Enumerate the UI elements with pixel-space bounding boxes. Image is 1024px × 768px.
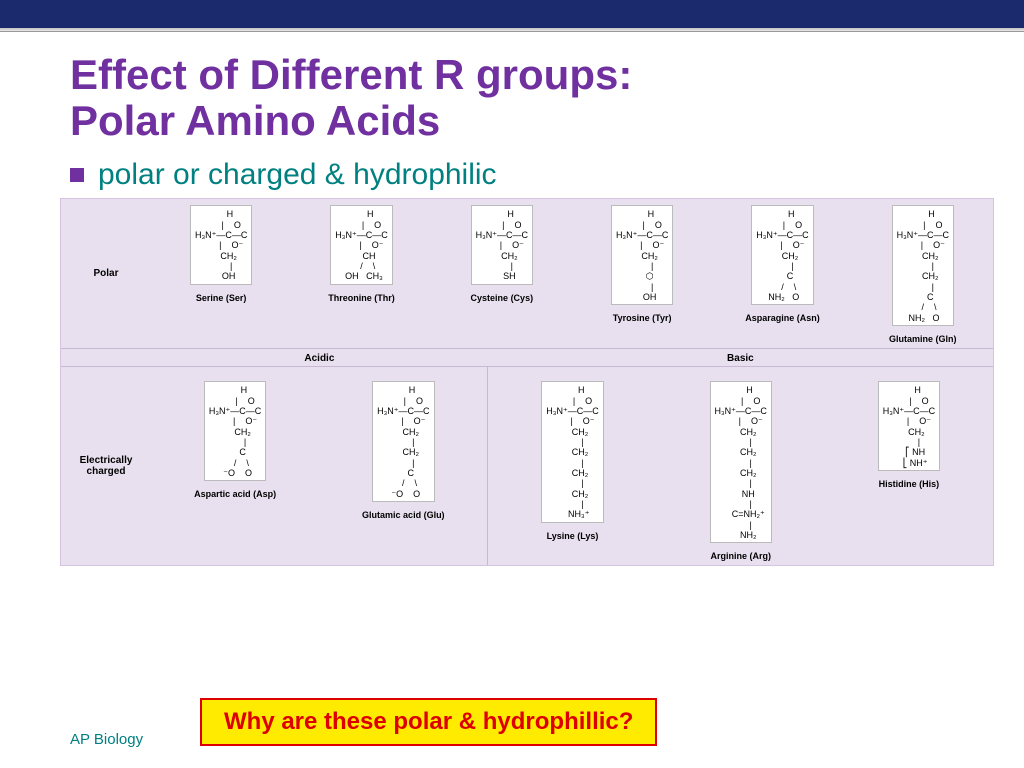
amino-cell: H | O H₃N⁺—C—C | O⁻ CH₂ | SH Cysteine (Cy… [432,199,572,348]
amino-name: Lysine (Lys) [490,531,654,541]
amino-name: Serine (Ser) [153,293,289,303]
structure-box: H | O H₃N⁺—C—C | O⁻ CH₂ | OH [190,205,252,284]
header-acidic: Acidic [151,353,488,364]
row-polar: Polar H | O H₃N⁺—C—C | O⁻ CH₂ | OH Serine… [61,199,993,349]
structure-box: H | O H₃N⁺—C—C | O⁻ CH₂ | ⬡ | OH [611,205,673,305]
structure-box: H | O H₃N⁺—C—C | O⁻ CH₂ | CH₂ | CH₂ | NH… [710,381,772,543]
top-bar [0,0,1024,28]
slide-content: Effect of Different R groups: Polar Amin… [0,32,1024,566]
amino-name: Tyrosine (Tyr) [574,313,710,323]
amino-name: Histidine (His) [827,479,991,489]
question-text: Why are these polar & hydrophillic? [224,708,633,735]
brace-icon: ⏜⏜⏜ [659,373,823,379]
title-line-2: Polar Amino Acids [70,98,974,144]
amino-name: Glutamic acid (Glu) [321,510,485,520]
bullet-row: polar or charged & hydrophilic [70,158,974,192]
brace-icon: ⏜⏜⏜ [490,373,654,379]
structure-box: H | O H₃N⁺—C—C | O⁻ CH₂ | CH₂ | CH₂ | CH… [541,381,603,522]
brace-icon: ⏜⏜⏜ [827,373,991,379]
bullet-text: polar or charged & hydrophilic [98,158,497,192]
bullet-square-icon [70,168,84,182]
amino-cell: ⏜⏜⏜ H | O H₃N⁺—C—C | O⁻ CH₂ | CH₂ | CH₂ … [657,367,825,565]
amino-name: Aspartic acid (Asp) [153,489,317,499]
row-label-charged: Electrically charged [61,367,151,565]
amino-acid-chart: Polar H | O H₃N⁺—C—C | O⁻ CH₂ | OH Serine… [60,198,994,566]
question-callout: Why are these polar & hydrophillic? [200,698,657,746]
amino-cell: H | O H₃N⁺—C—C | O⁻ CH₂ | ⬡ | OH Tyrosine… [572,199,712,348]
amino-name: Arginine (Arg) [659,551,823,561]
amino-cell: ⏜⏜⏜ H | O H₃N⁺—C—C | O⁻ CH₂ | ⎡ NH ⎣ NH⁺… [825,367,993,565]
amino-cell: ⏜⏜ H | O H₃N⁺—C—C | O⁻ CH₂ | CH₂ | C / \… [319,367,487,565]
brace-icon: ⏜⏜ [153,373,317,379]
amino-cell: H | O H₃N⁺—C—C | O⁻ CH₂ | C / \ NH₂ O Asp… [712,199,852,348]
amino-name: Glutamine (Gln) [855,334,991,344]
row-charged: Electrically charged ⏜⏜ H | O H₃N⁺—C—C |… [61,367,993,565]
header-basic: Basic [488,353,993,364]
group-headers: Acidic Basic [61,349,993,367]
structure-box: H | O H₃N⁺—C—C | O⁻ CH₂ | SH [471,205,533,284]
amino-cell: H | O H₃N⁺—C—C | O⁻ CH₂ | CH₂ | C / \ NH… [853,199,993,348]
structure-box: H | O H₃N⁺—C—C | O⁻ CH₂ | C / \ NH₂ O [751,205,813,305]
structure-box: H | O H₃N⁺—C—C | O⁻ CH₂ | ⎡ NH ⎣ NH⁺ [878,381,940,471]
amino-name: Asparagine (Asn) [714,313,850,323]
structure-box: H | O H₃N⁺—C—C | O⁻ CH / \ OH CH₃ [330,205,392,284]
amino-cell: H | O H₃N⁺—C—C | O⁻ CH / \ OH CH₃ Threoni… [291,199,431,348]
structure-box: H | O H₃N⁺—C—C | O⁻ CH₂ | CH₂ | C / \ ⁻O… [372,381,434,502]
amino-cell: ⏜⏜⏜ H | O H₃N⁺—C—C | O⁻ CH₂ | CH₂ | CH₂ … [488,367,656,565]
title-line-1: Effect of Different R groups: [70,52,974,98]
structure-box: H | O H₃N⁺—C—C | O⁻ CH₂ | C / \ ⁻O O [204,381,266,481]
brace-icon: ⏜⏜ [321,373,485,379]
footer-label: AP Biology [70,731,143,748]
amino-name: Cysteine (Cys) [434,293,570,303]
amino-cell: ⏜⏜ H | O H₃N⁺—C—C | O⁻ CH₂ | C / \ ⁻O O A… [151,367,319,565]
slide-title: Effect of Different R groups: Polar Amin… [70,52,974,144]
amino-cell: H | O H₃N⁺—C—C | O⁻ CH₂ | OH Serine (Ser) [151,199,291,348]
row-label-polar: Polar [61,199,151,348]
amino-name: Threonine (Thr) [293,293,429,303]
structure-box: H | O H₃N⁺—C—C | O⁻ CH₂ | CH₂ | C / \ NH… [892,205,954,326]
